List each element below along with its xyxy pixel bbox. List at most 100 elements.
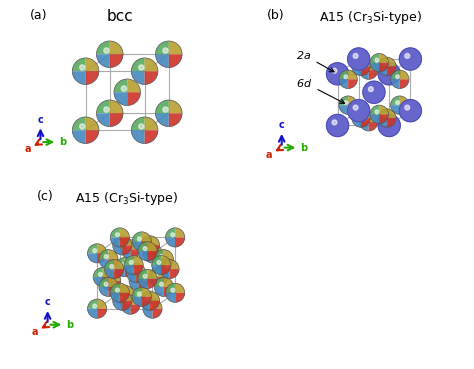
Circle shape [80, 124, 85, 129]
Polygon shape [400, 96, 409, 105]
Polygon shape [147, 279, 157, 289]
Polygon shape [150, 236, 160, 245]
Polygon shape [400, 105, 409, 114]
Polygon shape [113, 301, 122, 310]
Polygon shape [391, 105, 400, 114]
Circle shape [137, 237, 141, 241]
Polygon shape [114, 92, 127, 106]
Polygon shape [111, 281, 120, 291]
Polygon shape [145, 71, 158, 85]
Polygon shape [370, 54, 379, 63]
Polygon shape [175, 293, 185, 302]
Circle shape [121, 86, 127, 91]
Polygon shape [86, 71, 99, 85]
Circle shape [378, 114, 400, 137]
Text: c: c [279, 120, 284, 130]
Polygon shape [155, 100, 169, 113]
Circle shape [375, 58, 379, 62]
Polygon shape [154, 249, 164, 259]
Polygon shape [378, 118, 387, 127]
Polygon shape [110, 228, 120, 237]
Polygon shape [110, 113, 123, 127]
Polygon shape [142, 287, 151, 297]
Polygon shape [400, 70, 409, 79]
Polygon shape [125, 295, 135, 304]
Text: a: a [32, 327, 38, 337]
Circle shape [347, 48, 370, 70]
Polygon shape [138, 269, 147, 279]
Polygon shape [339, 79, 348, 89]
Circle shape [399, 48, 421, 70]
Polygon shape [130, 305, 140, 314]
Circle shape [148, 249, 152, 252]
Polygon shape [131, 58, 145, 71]
Text: b: b [66, 320, 73, 330]
Polygon shape [132, 241, 142, 251]
Polygon shape [120, 283, 129, 293]
Polygon shape [370, 114, 379, 124]
Polygon shape [379, 114, 389, 124]
Polygon shape [153, 244, 162, 254]
Polygon shape [391, 79, 400, 89]
Polygon shape [110, 237, 120, 247]
Polygon shape [169, 54, 182, 68]
Circle shape [107, 276, 110, 280]
Polygon shape [114, 269, 124, 279]
Polygon shape [379, 105, 389, 114]
Polygon shape [140, 291, 150, 301]
Polygon shape [125, 267, 135, 277]
Polygon shape [155, 41, 169, 54]
Polygon shape [134, 265, 143, 275]
Polygon shape [164, 259, 173, 269]
Polygon shape [124, 255, 134, 265]
Polygon shape [121, 249, 130, 259]
Polygon shape [115, 267, 125, 277]
Polygon shape [109, 249, 118, 259]
Circle shape [405, 105, 410, 110]
Circle shape [368, 87, 374, 92]
Circle shape [104, 282, 108, 286]
Circle shape [120, 290, 124, 294]
Polygon shape [97, 100, 110, 113]
Text: c: c [45, 297, 50, 307]
Polygon shape [387, 66, 396, 76]
Circle shape [344, 75, 347, 79]
Polygon shape [379, 54, 389, 63]
Polygon shape [132, 297, 142, 306]
Polygon shape [155, 113, 169, 127]
Polygon shape [143, 254, 153, 263]
Polygon shape [153, 309, 162, 318]
Circle shape [396, 75, 399, 79]
Polygon shape [150, 291, 160, 301]
Polygon shape [122, 301, 132, 310]
Polygon shape [165, 237, 175, 247]
Circle shape [104, 107, 109, 112]
Polygon shape [170, 269, 179, 279]
Polygon shape [150, 245, 160, 255]
Polygon shape [359, 61, 369, 70]
Polygon shape [97, 41, 110, 54]
Polygon shape [97, 309, 107, 318]
Polygon shape [97, 244, 107, 254]
Polygon shape [147, 251, 157, 261]
Polygon shape [127, 273, 136, 283]
Polygon shape [110, 283, 120, 293]
Polygon shape [111, 272, 120, 281]
Circle shape [146, 241, 149, 245]
Text: A15 (Cr$_3$Si-type): A15 (Cr$_3$Si-type) [319, 9, 422, 26]
Circle shape [126, 300, 130, 304]
Polygon shape [73, 117, 86, 130]
Circle shape [378, 63, 400, 85]
Text: a: a [266, 150, 273, 160]
Polygon shape [120, 228, 129, 237]
Polygon shape [158, 268, 168, 277]
Circle shape [383, 68, 389, 73]
Polygon shape [160, 269, 170, 279]
Circle shape [357, 62, 361, 66]
Polygon shape [120, 293, 129, 302]
Polygon shape [152, 255, 161, 265]
Polygon shape [109, 287, 118, 297]
Circle shape [327, 114, 348, 137]
Polygon shape [152, 265, 161, 275]
Circle shape [160, 255, 164, 258]
